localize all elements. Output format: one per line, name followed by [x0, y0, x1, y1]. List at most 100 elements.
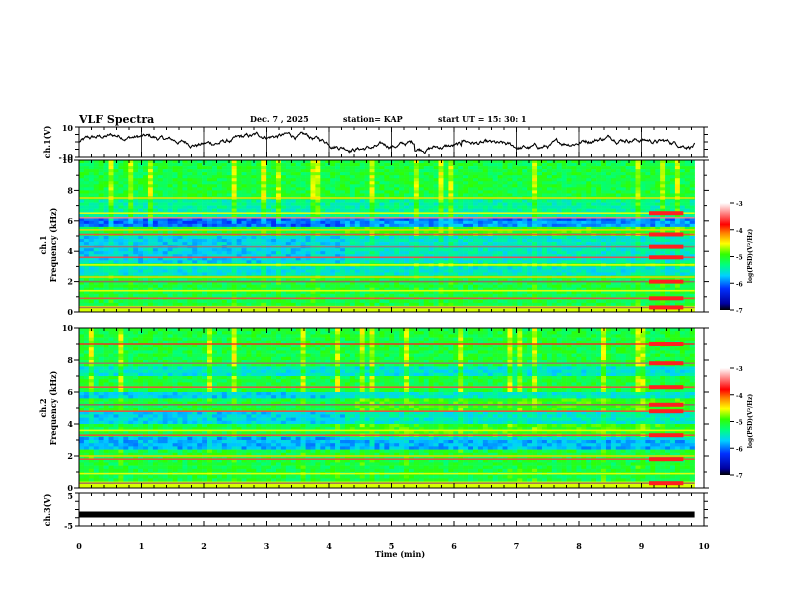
spectrogram-cell [640, 242, 646, 246]
spectrogram-cell [571, 172, 577, 176]
spectrogram-cell [300, 205, 306, 209]
spectrogram-cell [605, 169, 612, 173]
spectrogram-cell [310, 193, 316, 197]
spectrogram-cell [556, 208, 562, 212]
spectrogram-cell [98, 223, 104, 228]
spectrogram-cell [660, 193, 666, 197]
spectrogram-cell [93, 175, 99, 179]
spectrogram-cell [187, 220, 193, 225]
spectrogram-cell [128, 175, 134, 179]
spectrogram-cell [532, 184, 538, 188]
spectrogram-cell [133, 214, 139, 219]
spectrogram-cell [211, 178, 218, 182]
spectrogram-cell [325, 163, 331, 167]
spectrogram-cell [276, 187, 282, 191]
spectrogram-cell [216, 260, 223, 264]
spectrogram-cell [138, 229, 144, 234]
spectrogram-cell [79, 199, 85, 203]
spectrogram-cell [610, 163, 617, 167]
spectrogram-cell [143, 163, 149, 167]
spectrogram-cell [660, 166, 666, 170]
spectrogram-cell [517, 163, 523, 167]
spectrogram-cell [645, 184, 651, 188]
spectrogram-cell [463, 175, 469, 179]
spectrogram-cell [216, 248, 223, 252]
spectrogram-cell [635, 187, 641, 191]
spectrogram-cell [546, 205, 553, 209]
spectrogram-cell [310, 226, 316, 231]
spectrogram-cell [665, 269, 671, 273]
spectrogram-cell [113, 248, 119, 252]
spectrogram-cell [556, 248, 562, 252]
spectrogram-cell [369, 236, 375, 240]
spectrogram-cell [404, 169, 410, 173]
spectrogram-cell [670, 214, 676, 219]
spectrogram-cell [182, 220, 188, 225]
ch1-waveform-ticks [75, 126, 708, 158]
spectrogram-cell [507, 226, 513, 231]
spectrogram-cell [418, 181, 425, 185]
spectrogram-cell [147, 175, 154, 179]
spectrogram-cell [620, 220, 626, 225]
spectrogram-cell [369, 202, 375, 206]
spectrogram-cell [349, 257, 356, 261]
spectrogram-cell [118, 226, 124, 231]
spectrogram-cell [433, 229, 439, 234]
spectrogram-cell [197, 190, 203, 194]
spectrogram-cell [541, 166, 548, 170]
spectrogram-cell [566, 266, 572, 270]
spectrogram-cell [143, 269, 149, 273]
spectrogram-cell [546, 202, 553, 206]
spectrogram-cell [433, 242, 439, 246]
spectrogram-cell [344, 175, 351, 179]
spectrogram-cell [586, 187, 592, 191]
spectrogram-cell [556, 251, 562, 255]
spectrogram-cell [502, 226, 508, 231]
spectrogram-cell [571, 193, 577, 197]
spectrogram-cell [689, 184, 695, 188]
spectrogram-cell [93, 160, 99, 164]
spectrogram-cell [374, 160, 380, 164]
spectrogram-cell [340, 205, 346, 209]
spectrogram-cell [443, 217, 449, 222]
spectrogram-cell [650, 199, 656, 203]
spectrogram-cell [665, 199, 671, 203]
spectrogram-cell [389, 199, 395, 203]
spectrogram-cell [330, 217, 336, 222]
spectrogram-cell [581, 254, 587, 258]
spectrogram-cell [246, 214, 252, 219]
spectrogram-cell [684, 257, 690, 261]
spectrogram-cell [453, 272, 459, 276]
spectrogram-cell [473, 223, 479, 228]
spectrogram-cell [423, 257, 429, 261]
spectrogram-cell [128, 239, 134, 243]
spectrogram-cell [123, 226, 129, 231]
spectrogram-cell [310, 187, 316, 191]
spectrogram-cell [103, 205, 109, 209]
spectrogram-cell [325, 257, 331, 261]
spectrogram-cell [251, 175, 257, 179]
spectrogram-cell [665, 266, 671, 270]
spectrogram-cell [118, 220, 124, 225]
ch1-waveform-ylabel: ch.1(V) [42, 125, 52, 158]
spectrogram-cell [684, 163, 690, 167]
spectrogram-cell [320, 166, 326, 170]
spectrogram-cell [556, 169, 562, 173]
spectrogram-cell [413, 223, 420, 228]
spectrogram-cell [522, 229, 528, 234]
spectrogram-cell [566, 184, 572, 188]
spectrogram-cell [231, 248, 237, 252]
spectrogram-cell [320, 160, 326, 164]
spectrogram-cell [689, 175, 695, 179]
spectrogram-cell [679, 220, 686, 225]
spectrogram-cell [276, 202, 282, 206]
spectrogram-cell [108, 181, 114, 185]
spectrogram-cell [379, 160, 385, 164]
spectrogram-cell [216, 175, 223, 179]
spectrogram-cell [527, 166, 533, 170]
spectrogram-cell [596, 169, 602, 173]
spectrogram-cell [379, 202, 385, 206]
spectrogram-cell [128, 242, 134, 246]
spectrogram-cell [118, 175, 124, 179]
spectrogram-cell [369, 160, 375, 164]
